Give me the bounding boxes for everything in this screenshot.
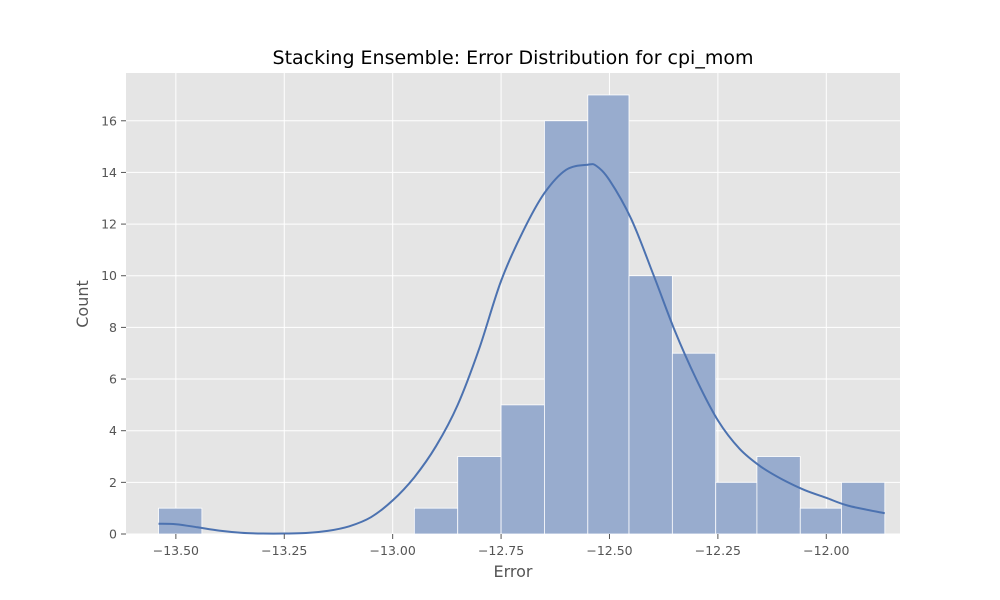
x-tick-label: −13.50	[153, 543, 199, 558]
histogram-bar	[671, 352, 717, 535]
x-tick-label: −12.50	[586, 543, 632, 558]
histogram-bar	[457, 456, 502, 535]
histogram-bar	[544, 120, 589, 535]
y-tick-label: 16	[101, 113, 117, 128]
histogram-bar	[715, 481, 758, 535]
y-axis-label: Count	[73, 280, 92, 328]
y-tick-label: 4	[109, 423, 117, 438]
kde-curve	[158, 163, 886, 535]
histogram-bar	[500, 404, 545, 535]
y-tick-label: 14	[101, 165, 117, 180]
histogram-bar	[158, 507, 203, 535]
histogram-bar	[799, 507, 842, 535]
histogram-bar	[628, 275, 673, 535]
y-tick-label: 6	[109, 372, 117, 387]
histogram-bar	[587, 94, 630, 535]
y-tick-label: 8	[109, 320, 117, 335]
x-tick-label: −12.00	[803, 543, 849, 558]
y-tick-label: 0	[109, 527, 117, 542]
histogram-bars	[158, 94, 886, 535]
y-tick-label: 10	[101, 268, 117, 283]
y-tick-label: 12	[101, 217, 117, 232]
histogram-bar	[413, 507, 459, 535]
chart-title: Stacking Ensemble: Error Distribution fo…	[273, 47, 754, 69]
x-tick-label: −13.25	[261, 543, 307, 558]
x-axis-ticks: −13.50 −13.25 −13.00 −12.75 −12.50 −12.25 −12.…	[153, 534, 849, 558]
y-tick-label: 2	[109, 475, 117, 490]
x-tick-label: −12.25	[695, 543, 741, 558]
x-axis-label: Error	[494, 562, 533, 581]
y-axis-ticks: 0 2 4 6 8 10 12 14 16	[101, 113, 126, 542]
x-tick-label: −12.75	[478, 543, 524, 558]
x-tick-label: −13.00	[370, 543, 416, 558]
